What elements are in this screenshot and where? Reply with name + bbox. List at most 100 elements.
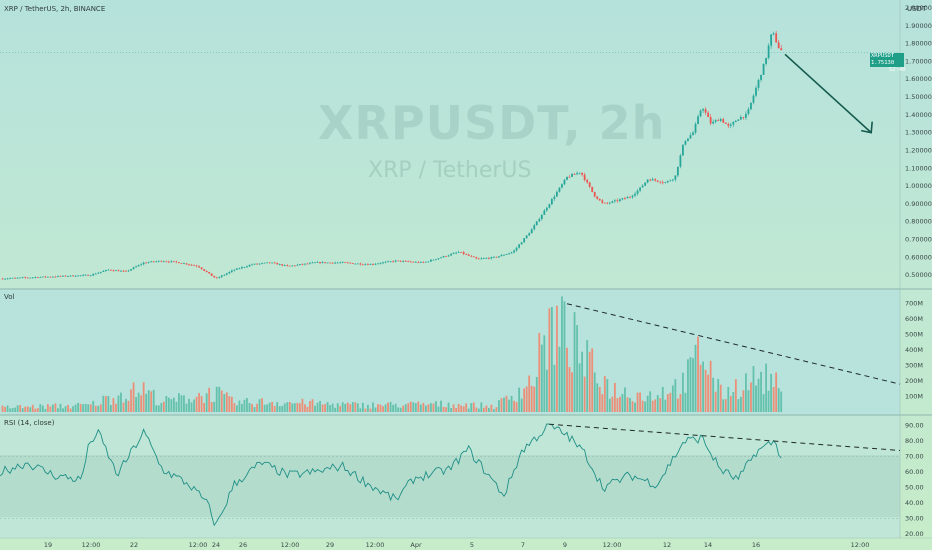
volume-bar	[233, 403, 236, 412]
candle-body	[233, 269, 236, 271]
volume-bar	[619, 396, 621, 412]
candle-body	[205, 270, 208, 273]
candle-body	[538, 219, 541, 222]
candle-body	[382, 262, 384, 264]
volume-bar	[571, 372, 573, 412]
volume-bar	[230, 396, 233, 412]
volume-bar	[535, 376, 538, 412]
candle-body	[329, 262, 332, 264]
candle-body	[19, 277, 22, 279]
volume-bar	[9, 408, 11, 412]
volume-bar	[334, 407, 337, 412]
volume-bar	[402, 405, 405, 412]
volume-bar	[621, 393, 624, 412]
candle-body	[540, 214, 543, 220]
candle-body	[528, 233, 531, 236]
candle-body	[178, 262, 180, 264]
volume-bar	[737, 399, 740, 412]
candle-body	[246, 266, 248, 268]
volume-bar	[16, 405, 19, 412]
volume-bar	[4, 406, 6, 412]
candle-body	[11, 277, 14, 279]
volume-tick-label: 500M	[905, 331, 923, 339]
candle-body	[21, 277, 24, 279]
candle-body	[571, 174, 573, 177]
candle-body	[510, 252, 513, 254]
volume-bar	[548, 308, 551, 412]
volume-tick-label: 400M	[905, 346, 923, 354]
candle-body	[437, 258, 440, 260]
price-tick-label: 1.00000	[905, 182, 932, 190]
candle-body	[631, 195, 634, 198]
volume-bar	[203, 402, 206, 412]
candle-body	[591, 186, 594, 192]
candle-body	[487, 257, 490, 259]
volume-bar	[566, 347, 568, 412]
candle-body	[4, 278, 6, 280]
candle-body	[6, 278, 9, 280]
volume-bar	[210, 402, 213, 412]
time-tick-label: 7	[521, 541, 525, 549]
price-tick-label: 1.60000	[905, 75, 932, 83]
candle-body	[757, 79, 760, 88]
candle-body	[460, 251, 463, 253]
candle-body	[727, 124, 730, 126]
volume-bar	[639, 392, 641, 412]
candle-body	[409, 261, 412, 263]
volume-bar	[321, 404, 324, 412]
candle-body	[583, 174, 586, 180]
volume-bar	[67, 404, 69, 412]
volume-bar	[613, 382, 616, 412]
candle-body	[520, 242, 523, 245]
volume-bar	[679, 394, 682, 412]
volume-bar	[742, 390, 745, 412]
volume-bar	[377, 404, 379, 412]
candle-body	[316, 262, 319, 263]
volume-bar	[46, 404, 49, 412]
candle-body	[132, 267, 135, 270]
volume-bar	[87, 404, 90, 412]
volume-bar	[107, 395, 110, 412]
candle-body	[513, 250, 515, 253]
candle-body	[238, 268, 241, 270]
volume-bar	[717, 379, 720, 412]
candle-body	[200, 267, 203, 270]
candle-body	[772, 33, 775, 35]
candle-body	[659, 181, 662, 183]
volume-bar	[52, 404, 54, 412]
volume-bar	[414, 403, 417, 412]
volume-bar	[253, 407, 256, 412]
volume-bar	[455, 408, 458, 412]
candle-body	[629, 197, 631, 198]
volume-bar	[1, 405, 4, 412]
candle-body	[135, 266, 137, 268]
volume-bar	[432, 403, 435, 412]
candle-body	[432, 259, 435, 261]
volume-bar	[132, 382, 135, 412]
candle-body	[523, 238, 526, 243]
candle-body	[155, 261, 158, 263]
volume-bar	[485, 405, 488, 412]
volume-bar	[513, 400, 515, 412]
volume-bar	[518, 387, 521, 412]
candle-body	[475, 257, 478, 259]
price-tick-label: 0.80000	[905, 218, 932, 226]
volume-bar	[84, 403, 87, 412]
price-tick-label: 1.10000	[905, 164, 932, 172]
volume-bar	[306, 406, 309, 412]
volume-bar	[550, 306, 553, 412]
candle-body	[92, 273, 95, 276]
candle-body	[697, 116, 699, 124]
candle-body	[447, 255, 450, 257]
candle-body	[619, 199, 621, 202]
volume-bar	[556, 305, 558, 412]
candle-body	[500, 255, 503, 257]
volume-bar	[309, 401, 311, 412]
candle-body	[271, 262, 274, 264]
candle-body	[41, 276, 44, 278]
volume-bar	[699, 364, 702, 412]
candle-body	[412, 261, 415, 263]
candle-body	[608, 202, 611, 204]
candle-body	[535, 221, 538, 226]
candle-body	[679, 155, 682, 167]
